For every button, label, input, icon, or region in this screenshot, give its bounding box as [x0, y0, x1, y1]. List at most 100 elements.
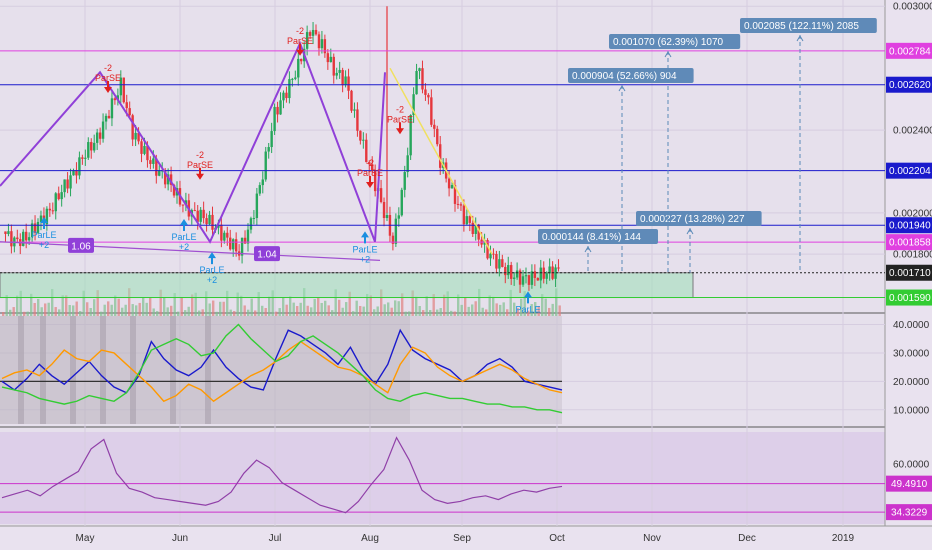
candle-body — [320, 39, 324, 49]
volume-bar — [121, 307, 124, 316]
rsi-level-badge — [886, 475, 932, 492]
trendline-yellow — [389, 67, 493, 255]
volume-bar — [397, 301, 400, 316]
rsi-level-label: 34.3229 — [891, 508, 928, 519]
price-level-badge — [886, 264, 932, 281]
candle-body — [456, 203, 460, 205]
candle-body — [536, 277, 540, 281]
candle-body — [539, 267, 542, 281]
candle-body — [137, 132, 140, 142]
volume-bar — [61, 295, 64, 316]
volume-bar — [523, 291, 526, 316]
candle-body — [125, 102, 128, 109]
price-level-label: 0.001710 — [889, 268, 931, 279]
volume-bar — [338, 299, 341, 316]
price-level-badge — [886, 217, 932, 234]
candle-body — [249, 218, 253, 230]
volume-bar — [418, 306, 421, 316]
axes: May Jun Jul Aug Sep Oct Nov Dec 2019 0.003000 0.00… — [76, 2, 932, 544]
candle-body — [279, 100, 282, 115]
projection-label: 0.000904 (52.66%) 904 — [572, 71, 677, 82]
candle-body — [4, 231, 7, 234]
signal-label: ParSE — [287, 36, 313, 46]
volume-bar — [348, 291, 351, 316]
candle-body — [255, 193, 259, 218]
candle-body — [39, 215, 43, 222]
candle-body — [172, 184, 176, 196]
candle-body — [196, 210, 199, 222]
candle-body — [155, 158, 158, 176]
volume-bar — [376, 306, 379, 316]
price-tick-label: 0.002400 — [893, 126, 932, 137]
long-arrow-icon — [361, 231, 369, 244]
volume-bar — [117, 298, 120, 316]
candle-body — [90, 142, 93, 151]
adx-tick-label: 10.0000 — [893, 405, 930, 416]
candle-body — [350, 90, 353, 111]
candle-body — [353, 109, 356, 111]
candle-body — [406, 155, 409, 173]
volume-bar — [313, 298, 316, 316]
volume-bar — [341, 307, 344, 316]
signal-markers: ParLE+2-2ParSE-2ParSEParLE+2ParLE+2-2Par… — [31, 26, 540, 315]
volume-bar — [404, 311, 407, 316]
volume-bar — [247, 309, 250, 316]
volume-bar — [236, 292, 239, 316]
volume-bar — [205, 291, 208, 316]
volume-bar — [485, 309, 488, 316]
signal-sub: -2 — [366, 158, 374, 168]
volume-bar — [170, 305, 173, 316]
candle-body — [391, 235, 395, 244]
candle-body — [240, 237, 244, 256]
candle-body — [338, 69, 341, 73]
candle-body — [243, 237, 247, 244]
price-level-label: 0.001590 — [889, 293, 931, 304]
volume-bar — [488, 295, 491, 316]
volume-bar — [551, 303, 554, 316]
candle-body — [495, 254, 498, 269]
signal-label: ParLE — [199, 265, 224, 275]
volume-bar — [366, 293, 369, 316]
volume-bar — [58, 309, 61, 316]
signal-label: ParLE — [171, 232, 196, 242]
rsi-level-badge — [886, 504, 932, 521]
volume-bar — [387, 302, 390, 316]
volume-bar — [544, 298, 547, 316]
volume-bar — [422, 310, 425, 316]
volume-bar — [110, 304, 113, 316]
volume-bar — [131, 304, 134, 316]
volume-bar — [75, 301, 78, 316]
volume-bar — [439, 308, 442, 316]
candle-body — [329, 56, 332, 63]
candle-body — [557, 267, 560, 269]
volume-bar — [327, 305, 330, 316]
candle-body — [314, 29, 318, 35]
volume-bar — [243, 305, 246, 316]
volume-bar — [362, 306, 365, 316]
adx-shade-stripe — [205, 316, 211, 424]
volume-bar — [198, 310, 201, 316]
long-arrow-icon — [524, 291, 532, 304]
signal-sub: -2 — [104, 63, 112, 73]
volume-bar — [261, 305, 264, 316]
candle-body — [507, 265, 510, 276]
candle-body — [199, 209, 202, 222]
candle-body — [518, 270, 522, 285]
signal-sub: -2 — [296, 26, 304, 36]
candle-body — [365, 139, 368, 163]
volume-bar — [250, 298, 253, 316]
candle-body — [368, 162, 371, 165]
volume-bar — [72, 305, 75, 316]
adx-shade-stripe — [70, 316, 76, 424]
price-level-label: 0.002784 — [889, 46, 931, 57]
candle-body — [27, 237, 31, 241]
candle-body — [430, 97, 433, 125]
candle-body — [344, 76, 347, 86]
candle-body — [169, 174, 173, 185]
candle-body — [424, 89, 427, 95]
candle-body — [270, 131, 273, 148]
volume-bar — [145, 302, 148, 316]
projection-label: 0.000144 (8.41%) 144 — [542, 232, 641, 243]
